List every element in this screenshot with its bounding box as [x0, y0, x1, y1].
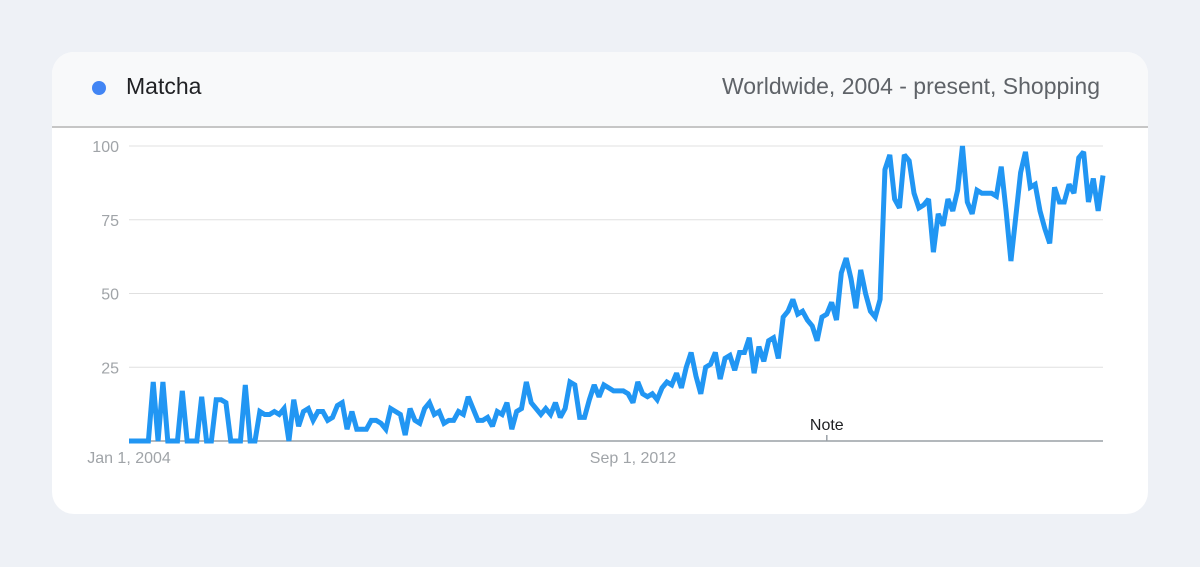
y-tick-label: 25 [101, 360, 119, 377]
chart-card: Matcha Worldwide, 2004 - present, Shoppi… [52, 52, 1148, 514]
y-tick-label: 50 [101, 287, 119, 304]
x-tick-label: Jan 1, 2004 [87, 450, 171, 467]
y-tick-label: 75 [101, 213, 119, 230]
x-tick-label: Sep 1, 2012 [590, 450, 676, 467]
legend-dot-icon [92, 81, 106, 95]
y-tick-label: 100 [92, 139, 119, 156]
note-label[interactable]: Note [810, 417, 844, 434]
trend-chart[interactable]: 25 50 75 100 Jan 1, 2004 Sep 1, 2012 Note [52, 128, 1148, 514]
series-name[interactable]: Matcha [126, 73, 202, 99]
series-line-matcha[interactable] [129, 145, 1106, 444]
legend-header: Matcha Worldwide, 2004 - present, Shoppi… [52, 52, 1148, 128]
search-context: Worldwide, 2004 - present, Shopping [721, 73, 1100, 99]
